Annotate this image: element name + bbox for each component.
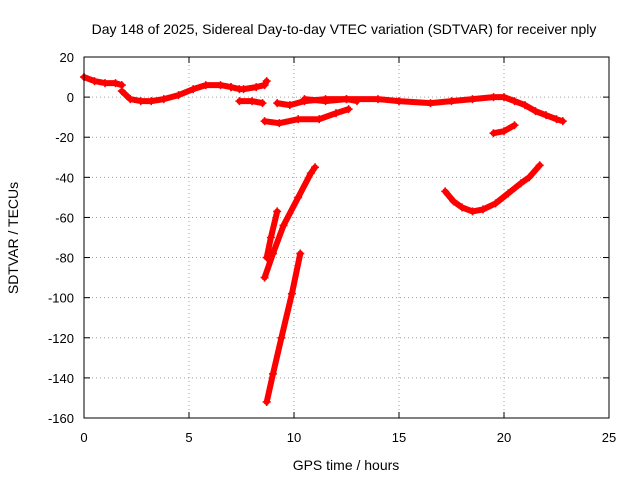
data-point: [468, 207, 477, 216]
data-point: [468, 95, 477, 104]
data-point: [521, 101, 529, 110]
data-segment: [118, 82, 234, 105]
data-point: [535, 161, 544, 170]
y-tick-label: -100: [48, 291, 74, 306]
data-point: [525, 173, 534, 182]
data-segment: [442, 162, 543, 215]
data-point: [558, 117, 567, 126]
data-point: [296, 249, 305, 258]
data-point: [344, 105, 353, 114]
data-segment: [263, 250, 304, 405]
plot-frame: [83, 56, 610, 419]
data-point: [189, 85, 198, 94]
data-point: [266, 233, 275, 242]
chart-title: Day 148 of 2025, Sidereal Day-to-day VTE…: [92, 21, 597, 37]
data-point: [258, 99, 267, 108]
data-point: [227, 83, 235, 92]
data-point: [552, 115, 561, 124]
y-tick-label: 0: [67, 90, 74, 105]
data-point: [117, 87, 126, 96]
y-tick-label: -40: [55, 170, 74, 185]
data-point: [315, 115, 324, 124]
data-point: [201, 81, 210, 90]
y-tick-label: -80: [55, 251, 74, 266]
data-point: [531, 107, 540, 116]
data-point: [300, 95, 309, 104]
x-tick-label: 0: [80, 430, 87, 445]
data-point: [248, 97, 256, 106]
axis-ticks: 0 5 10 15 20 25 20 0 -20 -40 -60 -80 -100 -120 -140 -16…: [48, 50, 616, 445]
x-tick-label: 20: [497, 430, 511, 445]
data-point: [332, 109, 340, 118]
data-point: [101, 79, 109, 88]
data-point: [277, 333, 286, 342]
data-point: [174, 91, 183, 100]
data-point: [262, 77, 271, 86]
data-point: [489, 93, 498, 102]
data-point: [262, 397, 271, 406]
data-point: [126, 95, 135, 104]
y-tick-label: -140: [48, 371, 74, 386]
data-series: [80, 73, 567, 406]
data-point: [159, 95, 168, 104]
x-tick-label: 5: [185, 430, 192, 445]
data-point: [311, 163, 319, 172]
data-point: [321, 97, 330, 106]
data-point: [90, 77, 99, 86]
data-point: [216, 81, 225, 90]
data-point: [426, 99, 435, 108]
data-point: [269, 369, 277, 378]
data-point: [504, 189, 513, 198]
data-point: [285, 101, 294, 110]
data-point: [306, 169, 315, 178]
data-point: [542, 111, 550, 120]
data-point: [458, 203, 466, 212]
y-tick-label: -160: [48, 411, 74, 426]
data-point: [395, 97, 403, 106]
data-point: [147, 97, 156, 106]
data-point: [447, 97, 456, 106]
data-point: [273, 99, 282, 108]
data-point: [342, 95, 351, 104]
x-tick-label: 15: [392, 430, 406, 445]
data-point: [273, 207, 282, 216]
data-point: [516, 179, 525, 188]
x-tick-label: 25: [602, 430, 616, 445]
data-point: [294, 193, 303, 202]
y-tick-label: -20: [55, 130, 74, 145]
data-point: [260, 273, 269, 282]
y-tick-label: -120: [48, 331, 74, 346]
y-tick-label: -60: [55, 210, 74, 225]
data-point: [287, 289, 296, 298]
data-point: [510, 121, 519, 130]
data-point: [239, 85, 248, 94]
data-point: [510, 97, 519, 106]
data-point: [449, 197, 458, 206]
data-point: [500, 93, 508, 102]
data-point: [279, 221, 288, 230]
data-point: [111, 79, 120, 88]
data-point: [136, 97, 145, 106]
data-point: [489, 129, 498, 138]
data-point: [294, 115, 303, 124]
data-point: [260, 81, 269, 90]
data-point: [235, 97, 244, 106]
data-point: [260, 117, 269, 126]
x-axis-title: GPS time / hours: [293, 457, 400, 473]
data-point: [275, 119, 284, 128]
data-point: [491, 199, 500, 208]
data-point: [479, 205, 487, 214]
y-tick-label: 20: [60, 50, 74, 65]
data-point: [441, 187, 450, 196]
x-tick-label: 10: [287, 430, 301, 445]
data-segment: [301, 94, 566, 125]
data-point: [262, 253, 271, 262]
data-point: [374, 95, 382, 104]
y-axis-title: SDTVAR / TECUs: [5, 182, 21, 294]
data-point: [500, 127, 508, 136]
data-point: [252, 83, 261, 92]
